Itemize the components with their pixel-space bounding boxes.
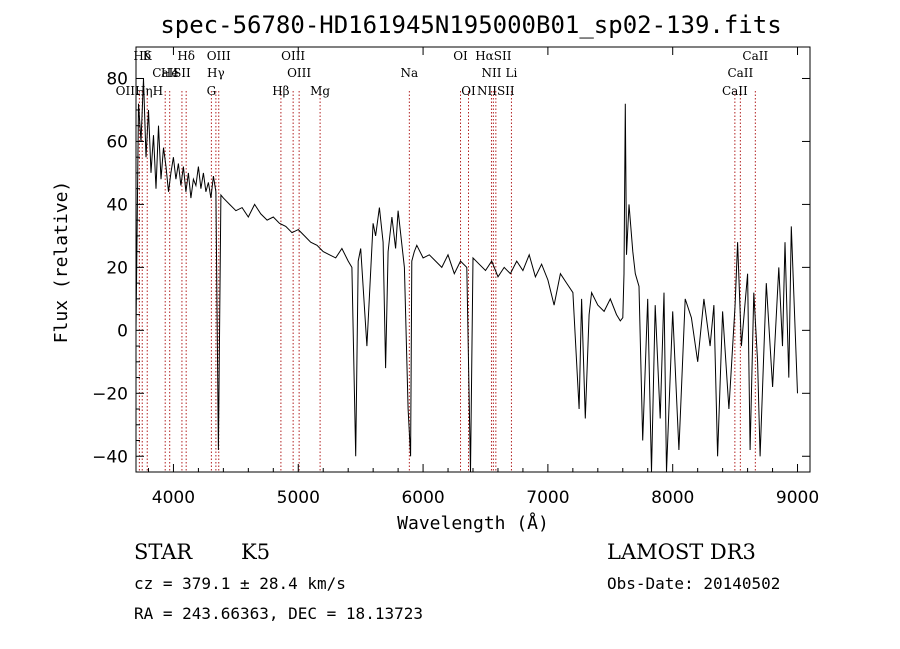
spectral-line-label: G [207, 84, 217, 98]
y-axis-label: Flux (relative) [51, 181, 72, 344]
object-subclass: K5 [241, 540, 270, 564]
spectral-line-label: Na [401, 66, 419, 80]
spectral-line-label: OIII [207, 49, 231, 63]
x-axis-ticks: 4000 5000 6000 7000 8000 9000 [147, 47, 819, 508]
spectral-line-label: HαSII [475, 49, 512, 63]
y-axis-ticks: −40 −20 0 20 40 60 80 [92, 69, 810, 467]
x-tick-label: 8000 [651, 488, 694, 508]
spectral-line-label: He [161, 66, 179, 80]
spectral-line-label: OIII [281, 49, 305, 63]
y-tick-label: 0 [117, 321, 128, 341]
x-tick-label: 4000 [152, 488, 195, 508]
spectral-line-label: NII [481, 66, 501, 80]
spectral-line-label: CaII [722, 84, 748, 98]
spectral-line-label: OIIHηH [116, 84, 163, 98]
survey-name: LAMOST DR3 [607, 540, 756, 564]
y-tick-label: 20 [106, 258, 128, 278]
spectral-line-label: Hγ [207, 66, 225, 80]
x-axis-label: Wavelength (Å) [397, 512, 549, 534]
spectral-line-label: Hδ [133, 49, 151, 63]
spectral-line-label: OI [453, 49, 468, 63]
spectral-line-label: SII [173, 66, 191, 80]
x-tick-label: 5000 [277, 488, 320, 508]
object-type: STAR [134, 540, 193, 564]
y-tick-label: 60 [106, 132, 128, 152]
spectral-line-label: CaII [742, 49, 768, 63]
observation-date: Obs-Date: 20140502 [607, 574, 780, 593]
spectral-line-label: CaII [727, 66, 753, 80]
coordinates-info: RA = 243.66363, DEC = 18.13723 [134, 604, 423, 623]
x-tick-label: 6000 [401, 488, 444, 508]
y-tick-label: 40 [106, 195, 128, 215]
chart-title: spec-56780-HD161945N195000B01_sp02-139.f… [160, 11, 781, 39]
spectral-line-label: Hδ [177, 49, 195, 63]
y-tick-label: 80 [106, 69, 128, 89]
spectral-line-label: K [143, 49, 153, 63]
y-tick-label: −40 [92, 447, 128, 467]
spectral-line-markers [138, 91, 756, 472]
spectral-line-label: OI [461, 84, 476, 98]
spectral-line-label: NIISII [477, 84, 515, 98]
spectral-line-label: Mg [310, 84, 330, 98]
x-tick-label: 9000 [776, 488, 819, 508]
spectral-line-label: Li [506, 66, 518, 80]
spectral-line-label: Hβ [272, 84, 289, 98]
y-tick-label: −20 [92, 384, 128, 404]
spectral-line-label: OIII [287, 66, 311, 80]
spectrum-series-line [135, 78, 798, 473]
x-tick-label: 7000 [526, 488, 569, 508]
spectral-line-label: CaII [152, 66, 178, 80]
redshift-info: cz = 379.1 ± 28.4 km/s [134, 574, 346, 593]
